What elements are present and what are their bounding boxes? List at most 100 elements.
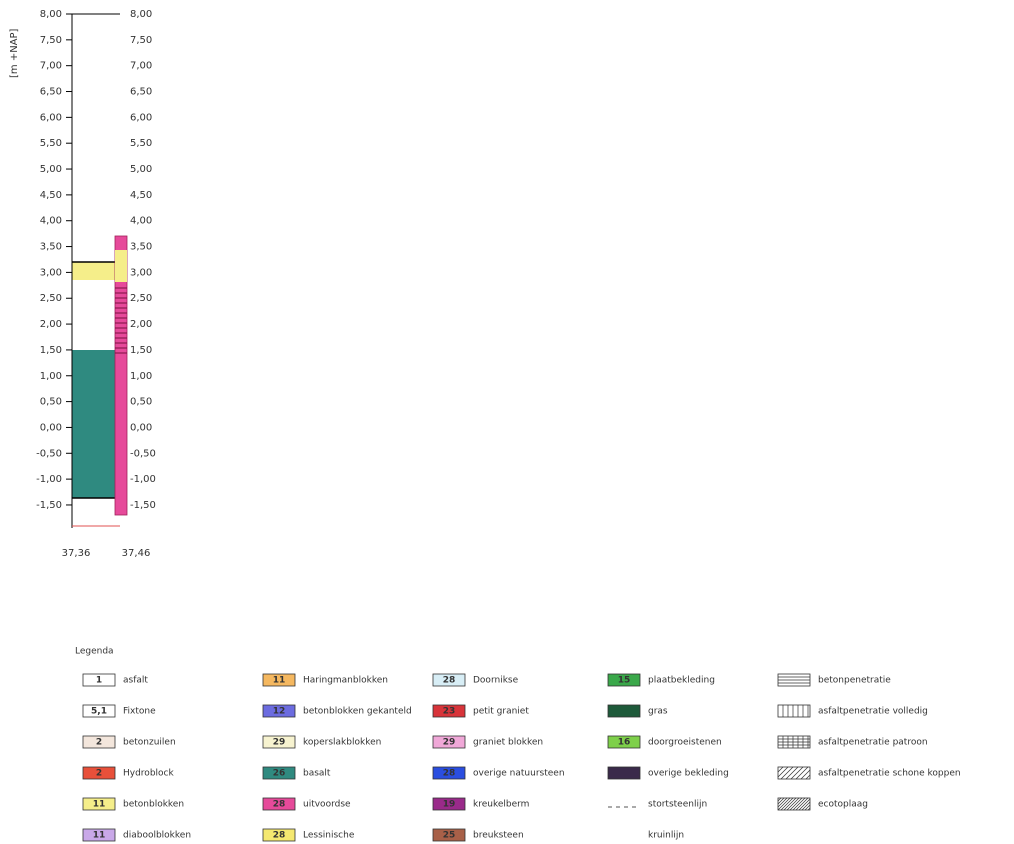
swatch: [262, 704, 296, 718]
swatch-hatch: [785, 766, 799, 780]
right-tick-label: 6,50: [130, 87, 152, 98]
swatch-code: 29: [273, 738, 286, 748]
swatch-hatch: [783, 797, 797, 811]
legend-label: overige bekleding: [648, 769, 729, 779]
legend-item: 28 Lessinische: [262, 828, 355, 842]
legend-item: 16 doorgroeistenen: [607, 735, 722, 749]
legend-label: betonblokken gekanteld: [303, 707, 412, 717]
right-tick-label: -1,50: [130, 500, 156, 511]
legend-label: Hydroblock: [123, 769, 174, 779]
swatch: [432, 735, 466, 749]
left-tick-label: 4,00: [40, 216, 62, 227]
swatch-hatch: [777, 797, 791, 811]
swatch-code: 16: [618, 738, 631, 748]
left-tick-label: 3,00: [40, 267, 62, 278]
swatch: [82, 735, 116, 749]
swatch-code: 15: [618, 676, 631, 686]
left-tick-label: 0,00: [40, 422, 62, 433]
swatch-hatch: [786, 797, 800, 811]
left-tick-label: 1,50: [40, 345, 62, 356]
legend-item: 29 graniet blokken: [432, 735, 543, 749]
x-labels: 37,36 37,46: [62, 548, 151, 559]
swatch-hatch: [801, 801, 811, 811]
swatch: [432, 766, 466, 780]
left-tick-label: 5,00: [40, 164, 62, 175]
right-tick-label: 6,00: [130, 112, 152, 123]
legend-item: kruinlijn: [648, 831, 684, 841]
swatch: [607, 766, 641, 780]
swatch-hatch: [805, 774, 811, 780]
swatch-code: 1: [96, 676, 102, 686]
legend-item: 29 koperslakblokken: [262, 735, 381, 749]
left-tick-label: 4,50: [40, 190, 62, 201]
legend-title: Legenda: [75, 647, 114, 657]
legend-item: ecotoplaag: [777, 797, 868, 811]
x-label: 37,46: [122, 548, 151, 559]
swatch: [607, 704, 641, 718]
left-tick-label: -1,00: [36, 474, 62, 485]
legend-label: kreukelberm: [473, 800, 529, 810]
swatch-hatch: [795, 766, 809, 780]
swatch-hatch: [790, 766, 804, 780]
swatch: [82, 704, 116, 718]
ticks: 8,00 7,50 7,00 6,50 6,00 5,50 5,00 4,50 4,00 3,50…: [36, 9, 156, 511]
swatch: [607, 735, 641, 749]
swatch-hatch: [777, 797, 782, 802]
swatch: [262, 735, 296, 749]
right-tick-label: -1,00: [130, 474, 156, 485]
swatch: [82, 828, 116, 842]
swatch: [607, 673, 641, 687]
left-tick-label: 7,00: [40, 61, 62, 72]
swatch-code: 28: [273, 831, 286, 841]
legend-label: betonpenetratie: [818, 676, 891, 686]
swatch: [432, 704, 466, 718]
legend-label: asfaltpenetratie volledig: [818, 707, 928, 717]
left-tick-label: 6,00: [40, 112, 62, 123]
legend-label: asfalt: [123, 676, 148, 686]
legend-label: betonblokken: [123, 800, 184, 810]
swatch-code: 12: [273, 707, 286, 717]
legend-item: 19 kreukelberm: [432, 797, 529, 811]
legend-label: petit graniet: [473, 707, 529, 717]
swatch-code: 19: [443, 800, 456, 810]
right-tick-label: 3,00: [130, 267, 152, 278]
swatch-code: 28: [273, 800, 286, 810]
legend-item: 11 Haringmanblokken: [262, 673, 388, 687]
legend-label: asfaltpenetratie schone koppen: [818, 769, 961, 779]
swatch-code: 5,1: [91, 707, 107, 717]
legend-item: asfaltpenetratie volledig: [777, 704, 928, 718]
swatch: [262, 766, 296, 780]
legend-item: 28 Doornikse: [432, 673, 519, 687]
left-tick-label: 2,00: [40, 319, 62, 330]
swatch-hatch: [777, 797, 788, 808]
swatch-hatch: [777, 797, 785, 805]
axis-label: [m +NAP]: [9, 28, 20, 78]
pink-strip: [114, 235, 128, 516]
swatch: [82, 766, 116, 780]
legend-label: kruinlijn: [648, 831, 684, 841]
swatch: [82, 797, 116, 811]
right-tick-label: 8,00: [130, 9, 152, 20]
legend-item: asfaltpenetratie patroon: [777, 735, 928, 749]
legend-label: basalt: [303, 769, 331, 779]
legend-label: koperslakblokken: [303, 738, 381, 748]
right-tick-label: 7,50: [130, 35, 152, 46]
swatch: [262, 797, 296, 811]
legend-label: breuksteen: [473, 831, 524, 841]
legend-item: 5,1 Fixtone: [82, 704, 156, 718]
legend-label: stortsteenlijn: [648, 800, 707, 810]
legend-label: asfaltpenetratie patroon: [818, 738, 928, 748]
legend-item: 23 petit graniet: [432, 704, 529, 718]
swatch-code: 28: [443, 676, 456, 686]
swatch-code: 26: [273, 769, 286, 779]
swatch-hatch: [795, 797, 809, 811]
legend-label: Haringmanblokken: [303, 676, 388, 686]
yellow-layer: [72, 262, 116, 280]
legend-item: 26 basalt: [262, 766, 331, 780]
legend-item: 11 diaboolblokken: [82, 828, 191, 842]
x-label: 37,36: [62, 548, 91, 559]
swatch-hatch: [792, 797, 806, 811]
legend-label: overige natuursteen: [473, 769, 565, 779]
